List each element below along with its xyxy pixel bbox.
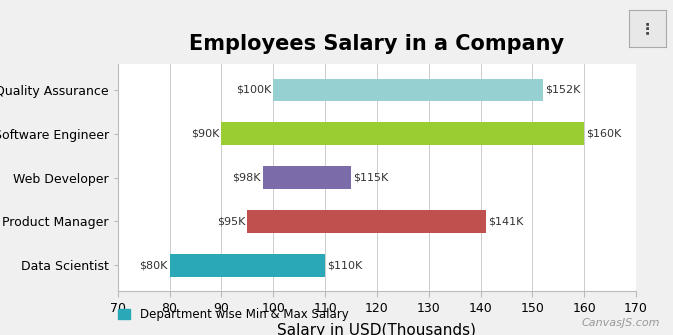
X-axis label: Salary in USD(Thousands): Salary in USD(Thousands): [277, 323, 476, 335]
Text: $98K: $98K: [232, 173, 261, 183]
Bar: [170, 254, 325, 277]
Text: $152K: $152K: [544, 85, 580, 95]
Text: $115K: $115K: [353, 173, 388, 183]
Text: ⋮: ⋮: [640, 21, 656, 36]
Legend: Department wise Min & Max Salary: Department wise Min & Max Salary: [114, 303, 353, 326]
Text: $90K: $90K: [191, 129, 219, 139]
Text: $100K: $100K: [236, 85, 271, 95]
Text: $95K: $95K: [217, 216, 245, 226]
Bar: [221, 122, 584, 145]
Text: $141K: $141K: [488, 216, 523, 226]
Title: Employees Salary in a Company: Employees Salary in a Company: [189, 34, 565, 54]
Text: CanvasJS.com: CanvasJS.com: [581, 318, 660, 328]
Text: $80K: $80K: [139, 260, 168, 270]
Bar: [263, 166, 351, 189]
Text: $160K: $160K: [586, 129, 621, 139]
Bar: [273, 78, 542, 101]
Bar: [247, 210, 486, 233]
Text: $110K: $110K: [327, 260, 362, 270]
